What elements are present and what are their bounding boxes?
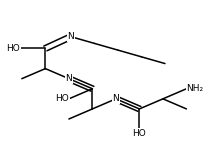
Text: HO: HO — [6, 44, 20, 53]
Text: N: N — [112, 94, 119, 103]
Text: N: N — [65, 74, 72, 83]
Text: N: N — [65, 74, 72, 83]
Text: NH₂: NH₂ — [186, 84, 204, 93]
Text: N: N — [68, 32, 74, 41]
Text: N: N — [68, 32, 74, 41]
Text: HO: HO — [55, 94, 69, 103]
Text: HO: HO — [6, 44, 20, 53]
Text: HO: HO — [133, 129, 146, 138]
Text: HO: HO — [55, 94, 69, 103]
Text: N: N — [112, 94, 119, 103]
Text: NH₂: NH₂ — [186, 84, 204, 93]
Text: HO: HO — [133, 129, 146, 138]
